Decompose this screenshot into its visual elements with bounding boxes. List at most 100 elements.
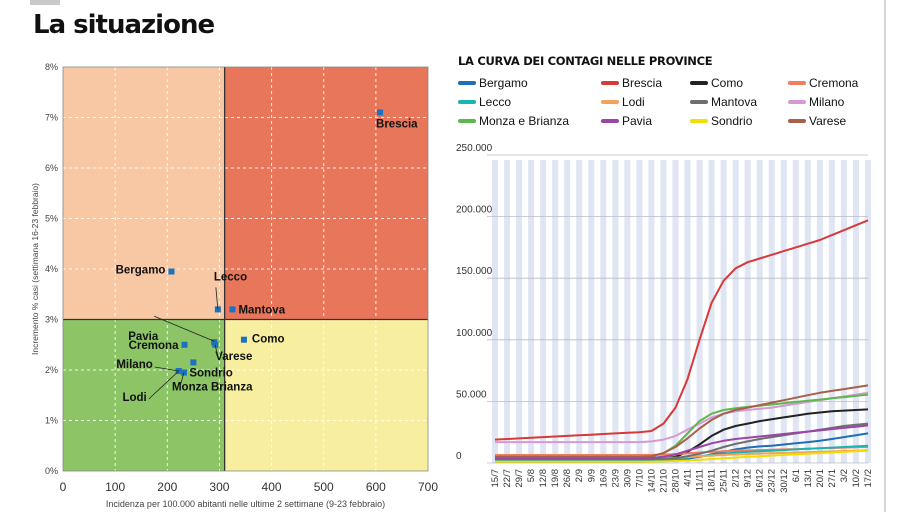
x-tick-label: 11/11 — [695, 469, 706, 491]
y-tick-label: 1% — [45, 416, 58, 426]
legend-label: Brescia — [622, 76, 663, 90]
x-grid-stripe — [516, 160, 523, 463]
x-tick-label: 500 — [314, 480, 334, 494]
zone-top-left — [63, 67, 225, 320]
x-grid-stripe — [720, 160, 727, 463]
x-tick-label: 17/2 — [863, 469, 874, 488]
legend-swatch — [601, 99, 619, 104]
x-tick-label: 26/8 — [562, 469, 573, 488]
y-tick-label: 0 — [456, 451, 462, 462]
scatter-point — [240, 336, 247, 343]
legend-label: Milano — [809, 95, 845, 109]
y-tick-label: 150.000 — [456, 266, 493, 277]
legend-swatch — [458, 118, 476, 123]
x-tick-label: 22/7 — [502, 469, 513, 488]
label-leader-line — [215, 287, 219, 310]
x-tick-label: 7/10 — [634, 469, 645, 488]
x-tick-label: 21/10 — [658, 469, 669, 493]
point-label: Mantova — [238, 304, 285, 316]
x-tick-label: 27/1 — [827, 469, 838, 488]
point-label: Como — [252, 334, 285, 346]
legend-item: Lodi — [601, 95, 645, 109]
legend-label: Sondrio — [711, 114, 753, 128]
x-tick-label: 10/2 — [851, 469, 862, 488]
x-grid-stripe — [636, 160, 643, 463]
x-tick-label: 5/8 — [526, 469, 537, 482]
x-grid-stripe — [744, 160, 751, 463]
x-tick-label: 9/12 — [743, 469, 754, 488]
x-tick-label: 30/12 — [779, 469, 790, 493]
x-tick-label: 16/9 — [598, 469, 609, 488]
x-grid-stripe — [816, 160, 823, 463]
legend-label: Monza e Brianza — [479, 114, 570, 128]
y-tick-label: 50.000 — [456, 389, 487, 400]
legend-item: Como — [690, 76, 743, 90]
point-label: Sondrio — [189, 367, 232, 379]
legend-item: Lecco — [458, 95, 511, 109]
x-grid-stripe — [624, 160, 631, 463]
x-tick-label: 28/10 — [670, 469, 681, 493]
legend-swatch — [601, 80, 619, 85]
zone-bottom-left — [63, 319, 225, 471]
x-tick-label: 4/11 — [683, 469, 694, 487]
y-axis-label: Incremento % casi (settimana 16-23 febbr… — [30, 183, 40, 355]
x-tick-label: 2/9 — [574, 469, 585, 482]
series-line — [495, 391, 869, 444]
x-grid-stripe — [672, 160, 679, 463]
legend-swatch — [690, 80, 708, 85]
point-label: Cremona — [129, 340, 179, 352]
label-leader-line — [148, 370, 180, 400]
x-axis-label: Incidenza per 100.000 abitanti nelle ult… — [106, 499, 385, 509]
legend-item: Brescia — [601, 76, 662, 90]
scatter-point — [377, 109, 384, 116]
x-grid-stripe — [660, 160, 667, 463]
header-accent-bar — [30, 0, 60, 5]
label-leader-line — [214, 344, 218, 355]
x-grid-stripe — [708, 160, 715, 463]
scatter-chart: 0 100 200 300 400 500 600 700 0% 1% 2% 3% 4% 5% 6% 7% 8%… — [0, 50, 445, 512]
x-grid-stripe — [492, 160, 498, 463]
x-tick-label: 12/8 — [538, 469, 549, 488]
legend-swatch — [788, 99, 806, 104]
legend-swatch — [458, 99, 476, 104]
y-tick-label: 100.000 — [456, 328, 493, 339]
x-grid-stripe — [852, 160, 859, 463]
x-tick-label: 14/10 — [646, 469, 657, 493]
x-tick-label: 19/8 — [550, 469, 561, 488]
y-tick-label: 3% — [45, 315, 58, 325]
point-label: Brescia — [376, 118, 418, 130]
x-grid-stripe — [588, 160, 595, 463]
x-tick-label: 200 — [157, 480, 177, 494]
x-tick-label: 23/9 — [610, 469, 621, 488]
x-grid-stripe — [684, 160, 691, 463]
line-chart-title: LA CURVA DEI CONTAGI NELLE PROVINCE — [458, 54, 713, 68]
scatter-point — [229, 306, 236, 313]
x-grid-stripe — [828, 160, 835, 463]
legend-item: Monza e Brianza — [458, 114, 569, 128]
point-label: Milano — [116, 359, 152, 371]
legend-label: Pavia — [622, 114, 653, 128]
x-grid-stripe — [600, 160, 607, 463]
legend-item: Milano — [788, 95, 844, 109]
x-tick-label: 25/11 — [719, 469, 730, 492]
legend-item: Mantova — [690, 95, 757, 109]
legend-label: Mantova — [711, 95, 758, 109]
plot-frame — [62, 66, 429, 472]
legend-label: Bergamo — [479, 76, 528, 90]
page-title: La situazione — [33, 10, 215, 40]
scatter-point — [190, 359, 197, 366]
x-tick-label: 600 — [366, 480, 386, 494]
x-grid-stripe — [552, 160, 559, 463]
x-grid-stripe — [696, 160, 703, 463]
x-tick-label: 9/9 — [586, 469, 597, 482]
label-leader-line — [179, 372, 185, 387]
x-tick-label: 16/12 — [755, 469, 766, 493]
series-line — [495, 384, 869, 458]
x-grid-stripe — [528, 160, 535, 463]
legend-label: Lecco — [479, 95, 512, 109]
point-label: Lodi — [122, 392, 146, 404]
x-grid-stripe — [780, 160, 787, 463]
legend-swatch — [788, 80, 806, 85]
y-tick-label: 0% — [45, 466, 58, 476]
x-tick-label: 6/1 — [791, 469, 802, 482]
